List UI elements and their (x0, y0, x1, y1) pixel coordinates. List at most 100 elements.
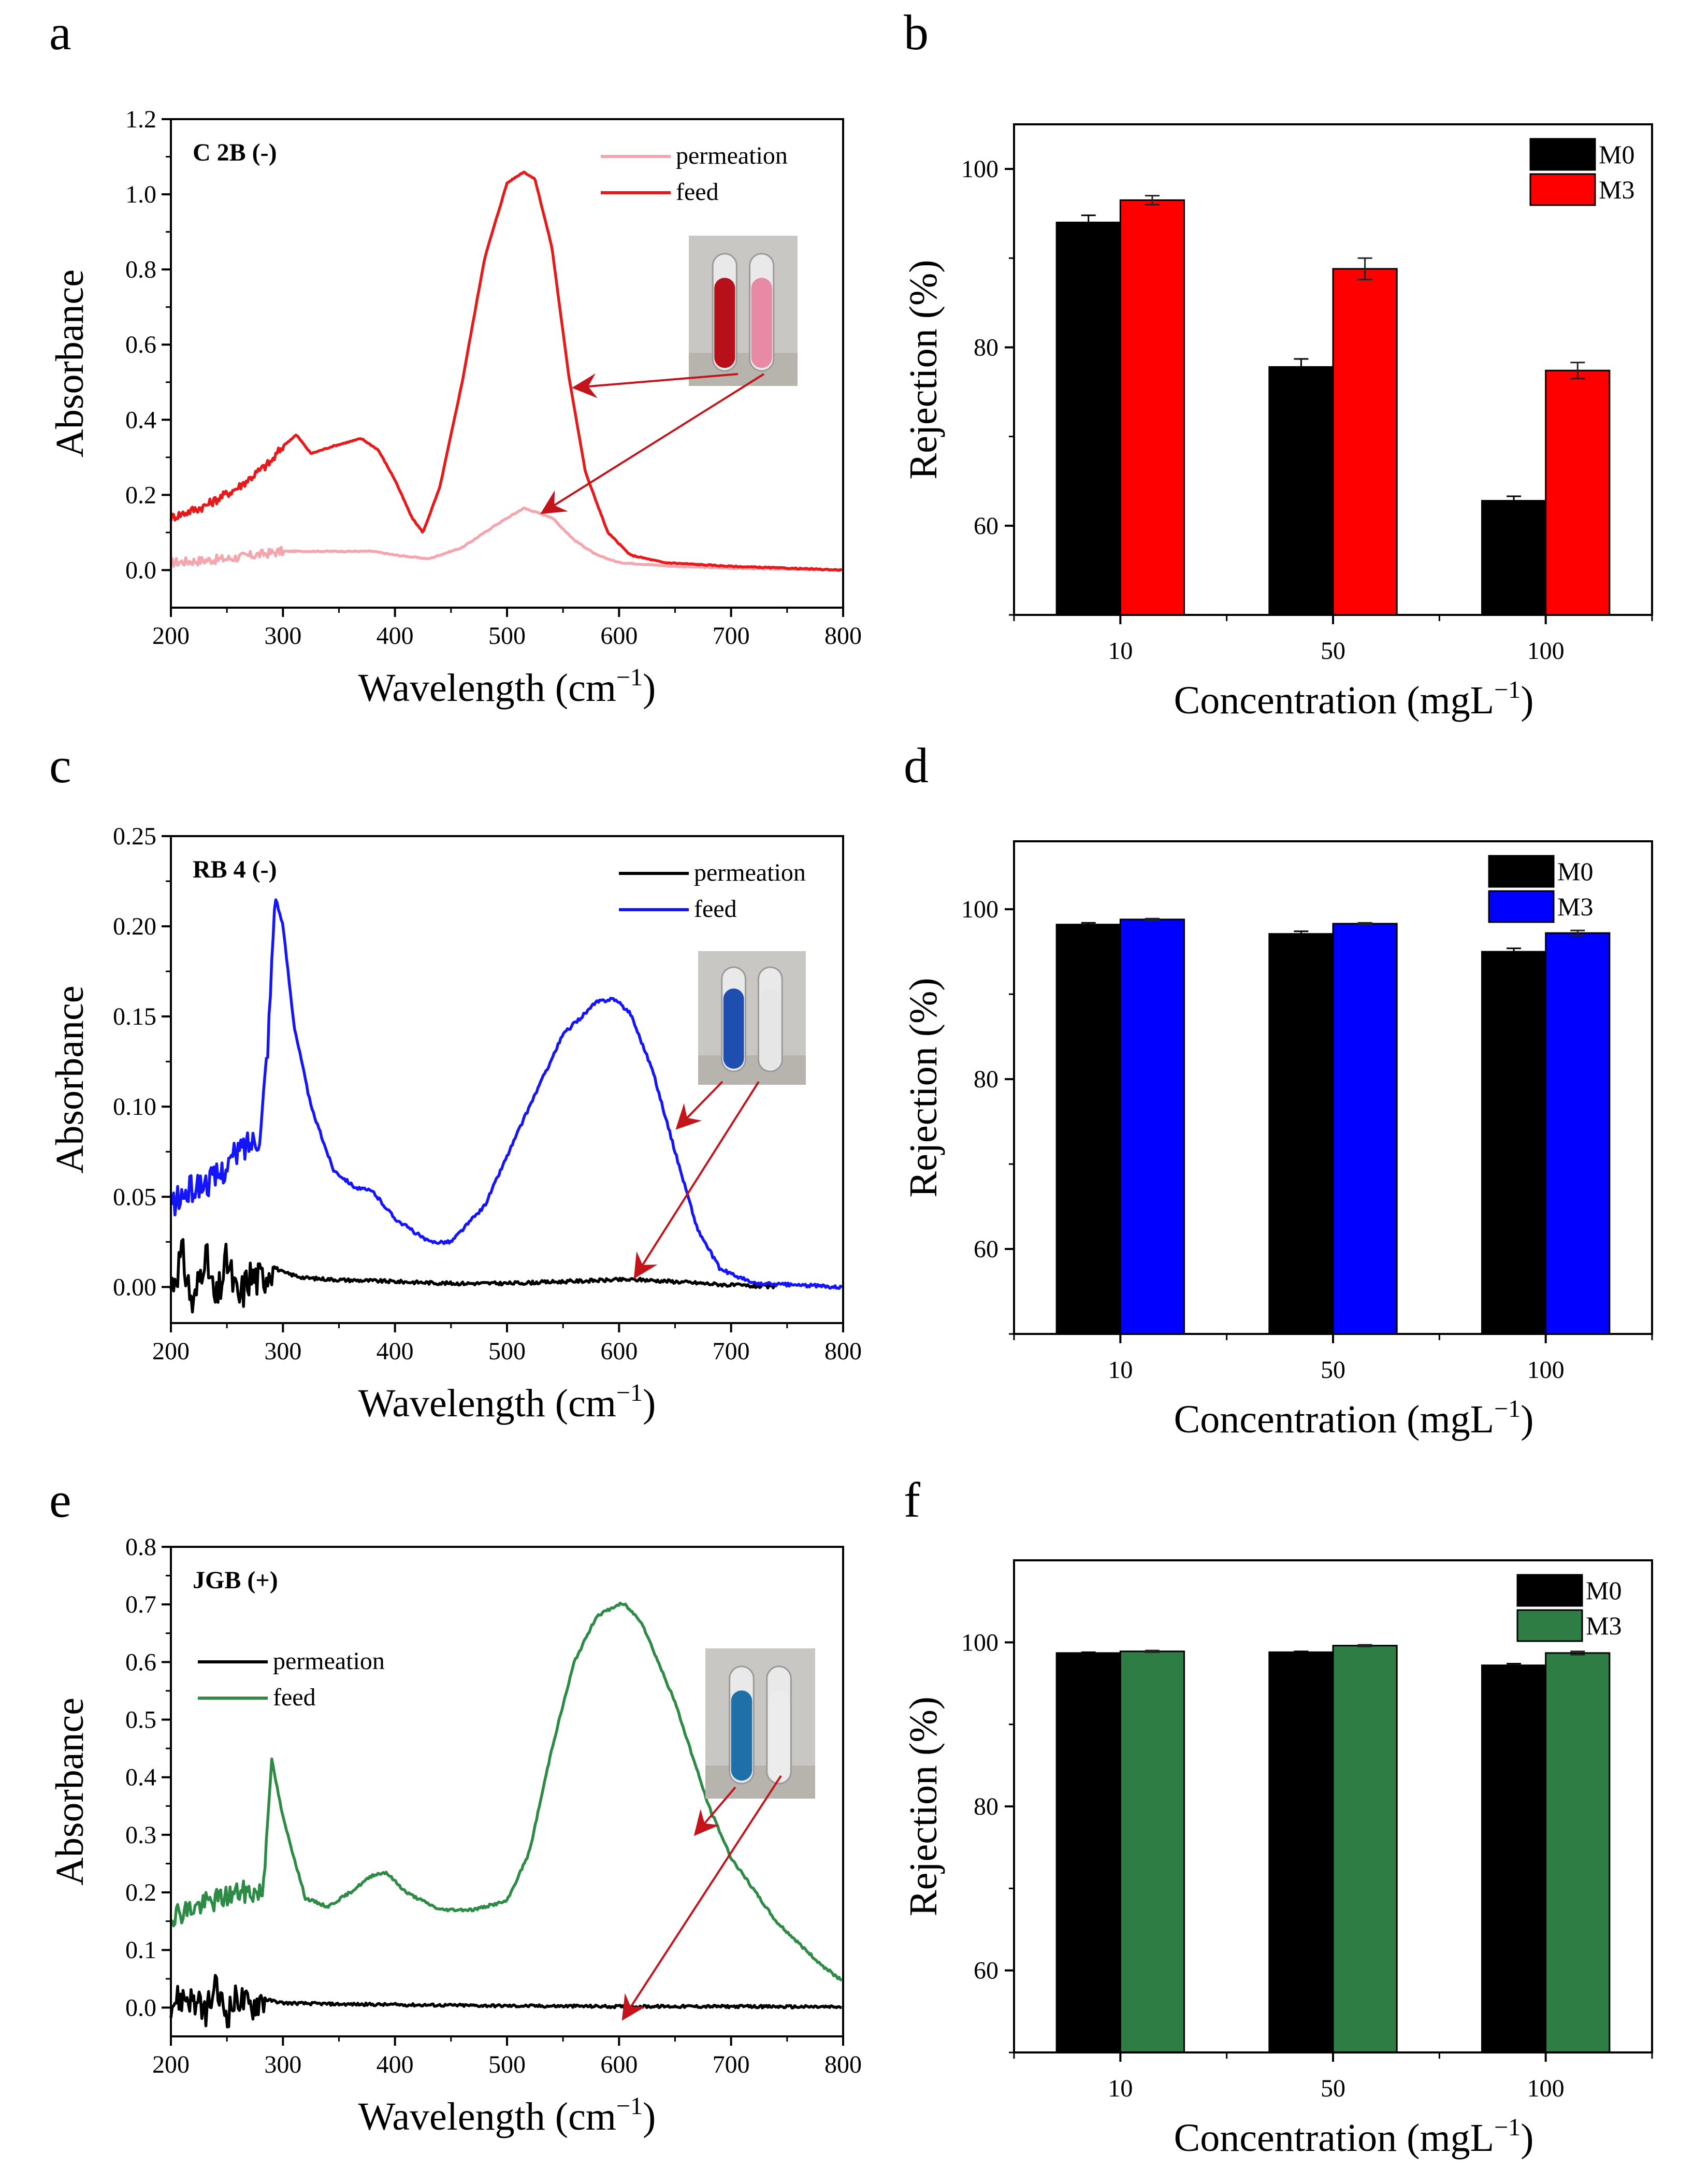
x-tick-label: 50 (1321, 1356, 1345, 1384)
x-tick-label: 400 (377, 2051, 414, 2078)
x-axis-title: Concentration (mgL−1) (1174, 2114, 1534, 2160)
error-bar-M3-10 (1145, 195, 1160, 206)
panel-letter-c: c (49, 738, 71, 793)
y-tick-label: 80 (974, 1066, 998, 1093)
y-tick-label: 0.00 (113, 1273, 156, 1301)
photo-table (698, 1055, 806, 1085)
y-tick-label: 0.5 (125, 1706, 156, 1734)
y-axis-title: Absorbance (48, 1698, 92, 1886)
legend-label-feed: feed (273, 1684, 316, 1711)
y-axis-title: Rejection (%) (902, 1697, 945, 1916)
y-tick-label: 60 (974, 1957, 998, 1985)
y-axis-title: Absorbance (48, 269, 92, 457)
bar-M0-50 (1268, 366, 1334, 616)
legend-label-M0: M0 (1557, 857, 1593, 886)
bar-M3-10 (1119, 918, 1185, 1335)
x-tick-label: 800 (824, 2051, 862, 2078)
legend-label-M0: M0 (1586, 1576, 1622, 1605)
x-tick-label: 500 (488, 622, 526, 650)
vial-photo-inset (621, 1648, 815, 2021)
bar-M0-10 (1055, 1652, 1121, 2053)
x-tick-label: 400 (377, 622, 414, 650)
vial-photo-inset (540, 236, 798, 514)
y-tick-label: 0.2 (125, 1879, 156, 1906)
x-tick-label: 100 (1527, 637, 1565, 665)
y-tick-label: 80 (974, 334, 998, 361)
x-tick-label: 50 (1321, 2075, 1345, 2102)
panel-letter-b: b (904, 5, 929, 60)
error-bar-M0-100 (1507, 1663, 1522, 1668)
error-bar-M3-100 (1570, 929, 1585, 937)
x-axis-unit-exponent: −1 (616, 2092, 643, 2120)
bar-M0-50 (1268, 933, 1334, 1335)
series-line-feed (169, 170, 843, 572)
bar-M0-100 (1481, 500, 1547, 616)
x-axis-title: Wavelength (cm−1) (358, 2092, 656, 2138)
y-tick-label: 60 (974, 512, 998, 540)
series-line-permeation (169, 1974, 842, 2029)
y-axis-title: Rejection (%) (902, 978, 945, 1197)
y-tick-label: 0.0 (125, 1994, 156, 2021)
x-axis-title: Concentration (mgL−1) (1174, 1395, 1534, 1441)
x-tick-label: 10 (1108, 1356, 1133, 1384)
x-axis-unit: mgL (1420, 679, 1494, 722)
error-bar-M0-10 (1081, 1651, 1096, 1655)
x-tick-label: 100 (1527, 2075, 1565, 2102)
x-axis-unit: mgL (1420, 2116, 1494, 2160)
x-axis-unit-exponent: −1 (616, 1379, 643, 1406)
plot-frame (1013, 123, 1653, 616)
y-tick-label: 0.1 (125, 1936, 156, 1964)
series-line-feed (169, 898, 843, 1290)
panel-letter-f: f (904, 1472, 920, 1528)
y-tick-label: 0.3 (125, 1821, 156, 1849)
annotation-arrow (572, 373, 739, 398)
x-axis-title-text: Concentration (1174, 2116, 1397, 2160)
permeate-liquid (760, 988, 781, 1069)
legend-label-M0: M0 (1599, 140, 1634, 169)
x-tick-label: 300 (264, 2051, 301, 2078)
x-axis-title: Wavelength (cm−1) (358, 664, 656, 710)
bar-chart-b: 10 50 100 60 80 100 Concentration (mgL−1) Rejec… (902, 123, 1653, 722)
error-bar-M0-10 (1081, 922, 1096, 927)
y-axis-title: Rejection (%) (902, 260, 945, 479)
bar-M0-10 (1055, 924, 1121, 1335)
y-tick-label: 0.0 (125, 556, 156, 584)
x-tick-label: 10 (1108, 2075, 1133, 2102)
series-line-permeation (170, 507, 842, 572)
line-chart-a: 200 300 400 500 600 700 800 0.0 0.2 0.4 0.6 0.8 1.0 1… (48, 106, 862, 710)
x-axis-unit: mgL (1420, 1398, 1494, 1441)
x-tick-label: 100 (1527, 1356, 1565, 1384)
annotation-arrow (540, 373, 765, 514)
error-bar-M0-50 (1294, 1650, 1309, 1654)
bar-M3-50 (1332, 1645, 1398, 2053)
y-axis-title: Absorbance (48, 986, 92, 1174)
x-tick-label: 50 (1321, 637, 1345, 665)
legend-label-feed: feed (676, 178, 719, 206)
plot-frame (1013, 840, 1653, 1335)
y-tick-label: 100 (961, 1629, 998, 1656)
bar-M0-10 (1055, 221, 1121, 616)
y-tick-label: 0.05 (113, 1183, 156, 1211)
legend-swatch-M0 (1516, 1574, 1583, 1607)
bar-M0-50 (1268, 1651, 1334, 2053)
x-tick-label: 400 (377, 1338, 414, 1365)
legend-label-permeation: permeation (676, 142, 788, 169)
y-tick-label: 0.6 (125, 331, 156, 358)
x-tick-label: 700 (713, 622, 750, 650)
error-bar-M0-100 (1507, 947, 1522, 956)
legend-label-permeation: permeation (694, 859, 806, 886)
bar-M3-100 (1545, 369, 1611, 616)
y-tick-label: 1.0 (125, 181, 156, 208)
bar-chart-f: 10 50 100 60 80 100 Concentration (mgL−1) Rejec… (902, 1559, 1653, 2160)
permeate-liquid (768, 1690, 790, 1781)
bar-M3-100 (1545, 932, 1611, 1335)
error-bar-M3-100 (1570, 362, 1585, 380)
series-line-permeation (169, 1238, 776, 1314)
x-axis-unit: cm (568, 666, 616, 710)
x-axis-title-text: Concentration (1174, 1398, 1397, 1441)
y-tick-label: 0.2 (125, 481, 156, 509)
x-axis-title: Wavelength (cm−1) (358, 1379, 656, 1425)
y-tick-label: 100 (961, 896, 998, 923)
x-tick-label: 200 (152, 2051, 190, 2078)
error-bar-M0-50 (1294, 930, 1309, 938)
